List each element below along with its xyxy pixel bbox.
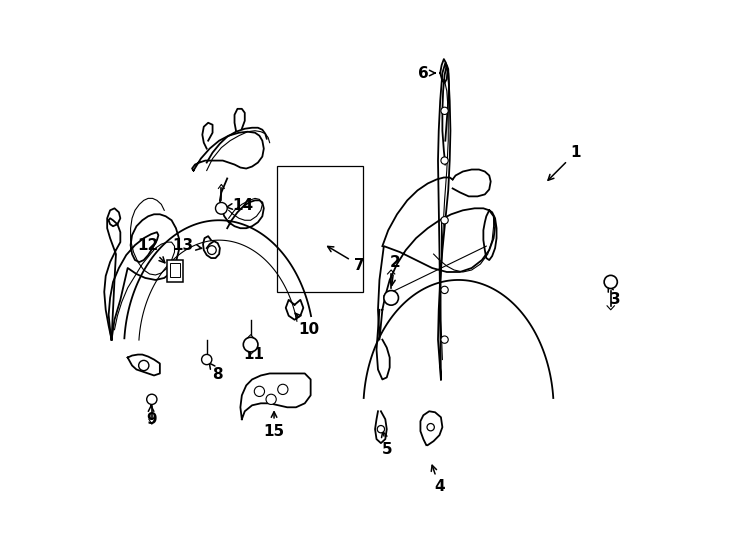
Circle shape [377, 426, 385, 433]
Circle shape [243, 338, 258, 352]
Text: 11: 11 [243, 341, 264, 362]
Bar [170, 263, 181, 277]
Text: 14: 14 [226, 198, 253, 213]
Circle shape [441, 286, 448, 294]
Circle shape [441, 336, 448, 343]
Circle shape [441, 157, 448, 164]
Text: 8: 8 [208, 362, 223, 382]
Circle shape [202, 354, 212, 364]
Text: 6: 6 [418, 65, 435, 80]
Text: 1: 1 [548, 145, 581, 180]
Circle shape [216, 202, 228, 214]
Text: 13: 13 [172, 238, 202, 253]
Bar [277, 166, 363, 292]
Bar [167, 260, 184, 282]
Text: 7: 7 [327, 246, 364, 273]
Circle shape [139, 360, 149, 370]
Text: 4: 4 [432, 465, 445, 495]
Text: 3: 3 [608, 286, 620, 307]
Text: 10: 10 [295, 313, 320, 337]
Text: 9: 9 [146, 406, 156, 427]
Circle shape [208, 246, 217, 254]
Circle shape [147, 394, 157, 404]
Circle shape [604, 275, 617, 288]
Text: 12: 12 [137, 238, 165, 263]
Circle shape [266, 394, 276, 404]
Circle shape [427, 423, 435, 431]
Circle shape [441, 107, 448, 114]
Text: 15: 15 [264, 412, 285, 438]
Circle shape [254, 386, 264, 396]
Circle shape [384, 291, 399, 305]
Text: 5: 5 [382, 431, 393, 457]
Text: 2: 2 [390, 254, 400, 286]
Circle shape [441, 217, 448, 224]
Circle shape [277, 384, 288, 395]
